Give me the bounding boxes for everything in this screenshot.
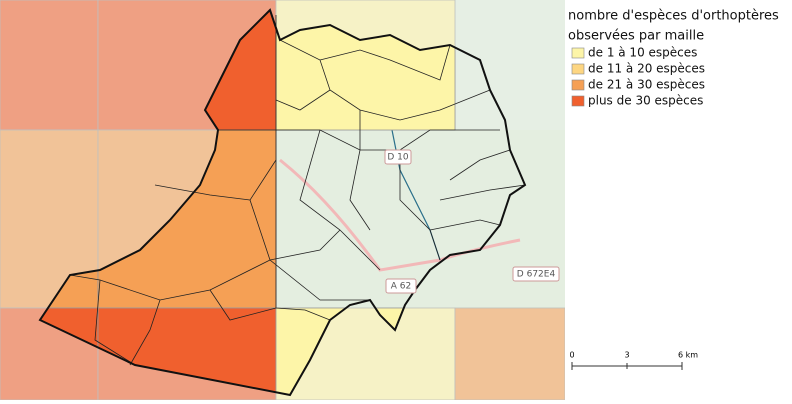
grid-cell	[0, 0, 99, 131]
legend-swatch	[571, 63, 585, 75]
legend-panel	[565, 0, 792, 400]
road-label: D 672E4	[517, 270, 556, 280]
legend-label: de 21 à 30 espèces	[588, 78, 705, 92]
legend-label: de 11 à 20 espèces	[588, 62, 705, 76]
road-label: A 62	[391, 282, 411, 292]
legend: de 1 à 10 espèces de 11 à 20 espèces de 21…	[571, 46, 705, 108]
road-shield	[385, 278, 417, 294]
legend-swatch	[571, 95, 585, 107]
grid-cell	[454, 307, 566, 401]
road-shield	[512, 266, 560, 282]
scale-label: 3	[624, 351, 629, 360]
legend-swatch	[571, 79, 585, 91]
legend-label: de 1 à 10 espèces	[588, 46, 697, 60]
scale-label: 6 km	[678, 351, 698, 360]
scale-label: 0	[569, 351, 574, 360]
map-labels: D 10 A 62 D 672E4	[384, 149, 560, 294]
road-label: D 10	[387, 153, 409, 163]
legend-label: plus de 30 espèces	[588, 94, 703, 108]
legend-swatch	[571, 47, 585, 59]
scale-bar	[571, 362, 683, 370]
legend-title: nombre d'espèces d'orthoptères	[568, 9, 779, 24]
legend-title: observées par maille	[568, 29, 704, 44]
commune-boundaries	[69, 15, 526, 366]
road-shield	[384, 149, 412, 165]
